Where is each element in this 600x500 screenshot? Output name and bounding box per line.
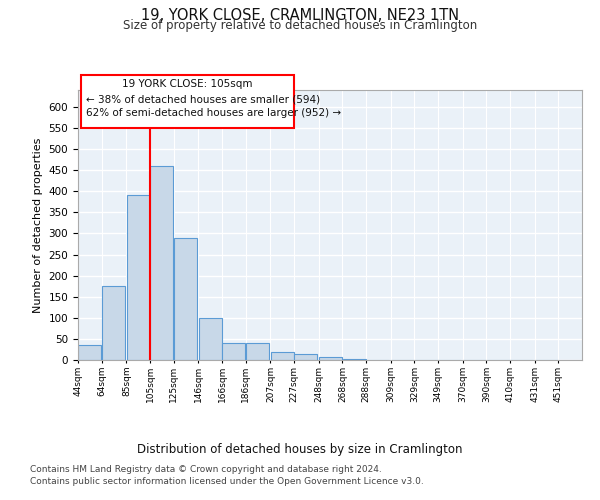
Bar <box>319 356 342 360</box>
Text: 62% of semi-detached houses are larger (952) →: 62% of semi-detached houses are larger (… <box>86 108 341 118</box>
Text: Contains HM Land Registry data © Crown copyright and database right 2024.: Contains HM Land Registry data © Crown c… <box>30 466 382 474</box>
Bar <box>78 345 101 360</box>
Bar <box>294 354 317 360</box>
Text: Distribution of detached houses by size in Cramlington: Distribution of detached houses by size … <box>137 442 463 456</box>
Bar <box>174 238 197 360</box>
Y-axis label: Number of detached properties: Number of detached properties <box>33 138 43 312</box>
Bar <box>102 286 125 360</box>
Text: 19 YORK CLOSE: 105sqm: 19 YORK CLOSE: 105sqm <box>122 79 253 89</box>
Bar <box>246 343 269 360</box>
Bar <box>199 318 222 360</box>
Text: Contains public sector information licensed under the Open Government Licence v3: Contains public sector information licen… <box>30 476 424 486</box>
Bar <box>222 343 245 360</box>
Bar <box>343 359 366 360</box>
Bar <box>150 166 173 360</box>
Text: 19, YORK CLOSE, CRAMLINGTON, NE23 1TN: 19, YORK CLOSE, CRAMLINGTON, NE23 1TN <box>141 8 459 22</box>
Text: ← 38% of detached houses are smaller (594): ← 38% of detached houses are smaller (59… <box>86 94 320 104</box>
Text: Size of property relative to detached houses in Cramlington: Size of property relative to detached ho… <box>123 19 477 32</box>
Bar <box>127 196 150 360</box>
Bar <box>271 352 294 360</box>
